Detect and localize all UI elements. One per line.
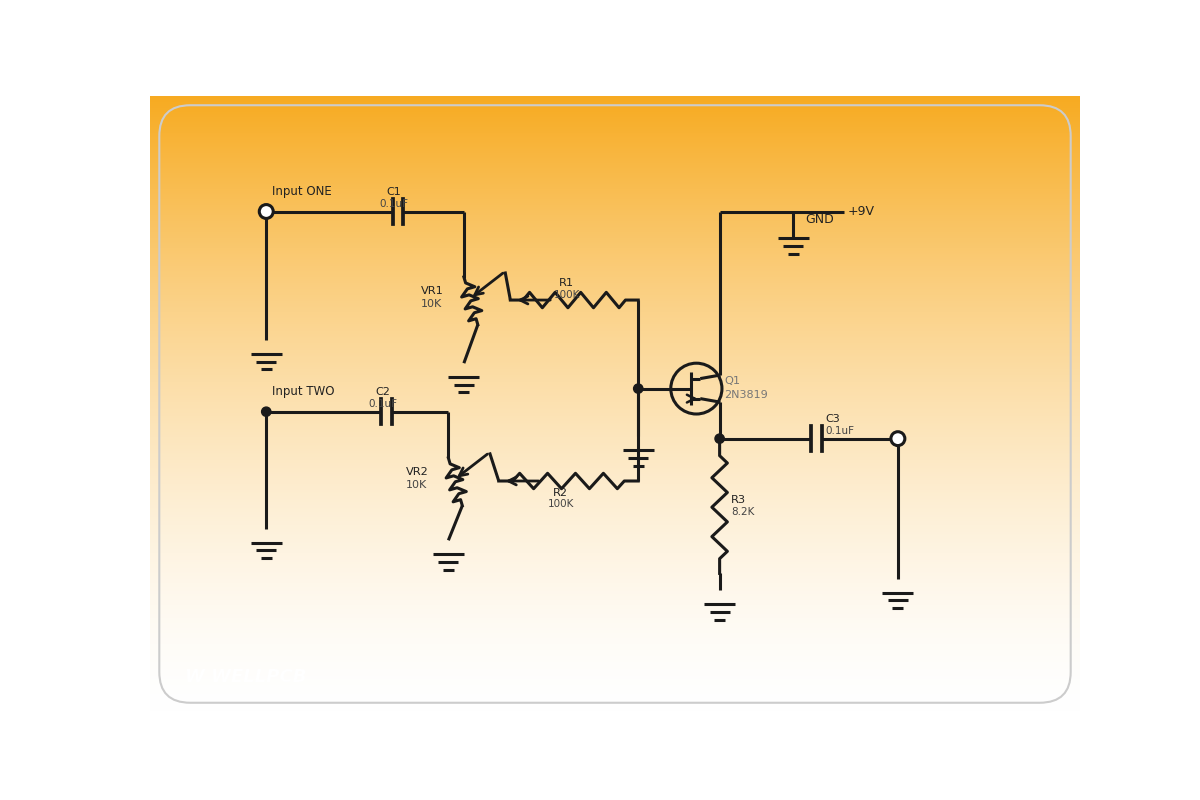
Text: R1: R1 — [559, 278, 574, 288]
Text: 2N3819: 2N3819 — [725, 390, 768, 400]
Text: 0.1uF: 0.1uF — [826, 426, 854, 436]
Text: +9V: +9V — [847, 205, 875, 218]
Text: Input ONE: Input ONE — [271, 185, 331, 198]
Text: R3: R3 — [731, 495, 746, 505]
Text: VR2: VR2 — [406, 466, 428, 477]
Text: GND: GND — [805, 213, 834, 226]
Text: W WELLPCB: W WELLPCB — [185, 668, 306, 686]
Text: C2: C2 — [376, 387, 390, 398]
Text: 100K: 100K — [553, 290, 580, 300]
Text: Q1: Q1 — [725, 376, 740, 386]
Text: C1: C1 — [386, 187, 402, 198]
Text: 100K: 100K — [547, 499, 574, 509]
Text: 8.2K: 8.2K — [731, 507, 755, 517]
Text: C3: C3 — [826, 414, 840, 424]
Circle shape — [715, 434, 725, 443]
Text: VR1: VR1 — [421, 286, 444, 296]
Text: 10K: 10K — [406, 480, 427, 490]
Circle shape — [259, 205, 274, 218]
Circle shape — [634, 384, 643, 394]
Text: 10K: 10K — [421, 299, 443, 309]
Text: 0.1uF: 0.1uF — [368, 399, 397, 409]
Text: Input TWO: Input TWO — [271, 385, 334, 398]
Text: 0.1uF: 0.1uF — [379, 199, 409, 209]
Circle shape — [262, 407, 271, 416]
Text: R2: R2 — [553, 487, 569, 498]
Circle shape — [890, 432, 905, 446]
